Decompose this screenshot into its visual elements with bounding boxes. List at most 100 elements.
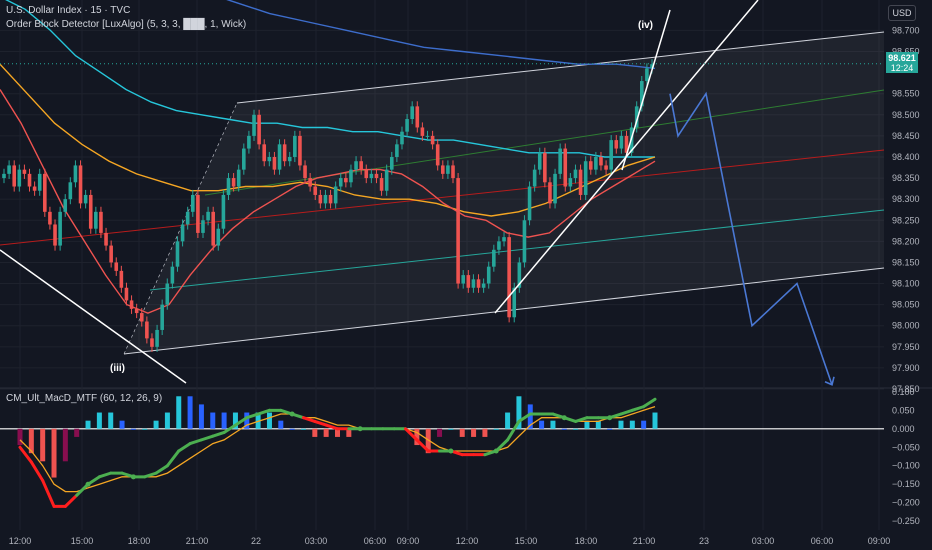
candle-body — [170, 266, 175, 284]
candle-body — [645, 68, 649, 82]
candle-body — [573, 169, 578, 179]
x-tick-label: 22 — [251, 536, 261, 546]
candle-body — [226, 178, 231, 195]
macd-hist-bar — [573, 428, 579, 430]
macd-hist-bar — [108, 412, 114, 429]
last-price-badge: 98.621 12:24 — [886, 52, 918, 73]
currency-badge[interactable]: USD — [888, 5, 916, 21]
currency-label: USD — [892, 8, 912, 18]
candle-body — [517, 262, 522, 288]
macd-line-segment — [165, 449, 181, 468]
macd-line-segment — [506, 419, 521, 442]
x-tick-label: 12:00 — [456, 536, 479, 546]
x-tick-label: 03:00 — [305, 536, 328, 546]
macd-cross-dot — [357, 426, 363, 432]
candle-body — [206, 211, 210, 221]
macd-line-segment — [630, 405, 646, 412]
macd-y-tick-label: −0.150 — [892, 479, 920, 489]
projection-path — [669, 91, 833, 386]
candle-body — [242, 148, 246, 170]
candle-body — [354, 161, 358, 170]
macd-y-tick-label: −0.100 — [892, 461, 920, 471]
candle-body — [323, 194, 328, 204]
candle-body — [2, 173, 6, 179]
candle-body — [236, 169, 241, 187]
candle-body — [532, 169, 537, 187]
candle-body — [497, 241, 501, 250]
macd-hist-bar — [300, 428, 306, 430]
candle-body — [216, 228, 221, 246]
x-tick-label: 15:00 — [515, 536, 538, 546]
candle-body — [537, 152, 542, 170]
candle-body — [364, 169, 369, 179]
candle-body — [548, 182, 552, 204]
candle-body — [456, 178, 460, 284]
candle-body — [405, 119, 409, 132]
x-tick-label: 06:00 — [811, 536, 834, 546]
candle-body — [527, 186, 532, 221]
wave-label-iv: (iv) — [638, 20, 653, 31]
candle-body — [73, 165, 78, 183]
candle-body — [180, 224, 185, 242]
macd-y-tick-label: −0.200 — [892, 498, 920, 508]
candle-body — [231, 178, 236, 187]
candle-body — [507, 237, 511, 318]
macd-hist-bar — [561, 428, 567, 430]
macd-hist-bar — [232, 412, 238, 429]
macd-cross-dot — [130, 474, 136, 480]
candle-body — [624, 135, 629, 153]
y-tick-label: 98.700 — [892, 25, 920, 35]
macd-hist-bar — [482, 428, 488, 437]
candle-body — [63, 199, 68, 212]
candle-body — [522, 220, 527, 263]
legend-indicator-1[interactable]: Order Block Detector [LuxAlgo] (5, 3, 3,… — [6, 19, 250, 30]
candle-body — [553, 173, 557, 204]
macd-hist-bar — [335, 428, 340, 437]
legend-indicator-2[interactable]: CM_Ult_MacD_MTF (60, 12, 26, 9) — [6, 393, 166, 404]
macd-hist-bar — [312, 428, 318, 437]
candle-body — [558, 148, 562, 174]
candle-body — [318, 194, 323, 204]
x-tick-label: 18:00 — [128, 536, 151, 546]
candle-body — [420, 127, 425, 136]
candle-body — [267, 156, 272, 162]
candle-body — [94, 211, 98, 229]
candle-body — [252, 114, 256, 136]
macd-hist-bar — [187, 396, 193, 429]
candle-body — [446, 165, 450, 174]
candle-body — [7, 165, 11, 174]
macd-hist-bar — [96, 412, 102, 429]
macd-hist-bar — [51, 428, 57, 478]
macd-hist-bar — [516, 396, 522, 429]
macd-hist-bar — [17, 428, 23, 446]
macd-line-segment — [301, 416, 317, 423]
macd-hist-bar — [119, 420, 125, 429]
candle-body — [165, 283, 170, 305]
candle-body — [333, 186, 338, 204]
candle-body — [338, 178, 343, 187]
y-tick-label: 98.400 — [892, 152, 920, 162]
candle-body — [247, 135, 251, 149]
macd-line-segment — [233, 416, 249, 427]
macd-y-tick-label: 0.050 — [892, 405, 915, 415]
macd-line-segment — [177, 442, 192, 453]
x-tick-label: 18:00 — [575, 536, 598, 546]
macd-hist-bar — [607, 428, 613, 430]
legend-symbol[interactable]: U.S. Dollar Index · 15 · TVC — [6, 5, 134, 16]
candle-body — [451, 165, 455, 179]
y-tick-label: 97.950 — [892, 342, 920, 352]
macd-hist-bar — [221, 412, 227, 429]
x-tick-label: 21:00 — [633, 536, 656, 546]
macd-y-tick-label: −0.250 — [892, 516, 920, 526]
candle-body — [308, 178, 312, 187]
candle-body — [486, 266, 491, 284]
candle-body — [328, 194, 333, 204]
channel-lower — [123, 267, 885, 355]
macd-histogram — [17, 396, 658, 478]
ma-orange-line — [0, 63, 656, 217]
candle-body — [160, 304, 164, 330]
macd-y-tick-label: −0.050 — [892, 442, 920, 452]
candle-body — [568, 178, 573, 187]
macd-line-segment — [154, 464, 169, 475]
